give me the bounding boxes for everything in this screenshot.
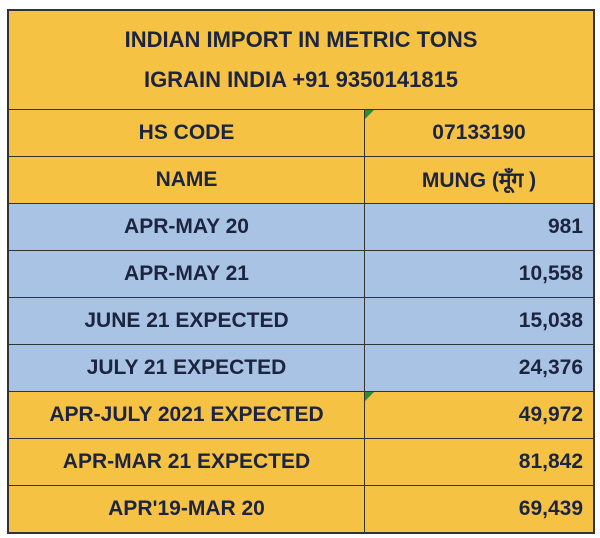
header-text: 07133190: [432, 121, 526, 144]
period: APR-MAY 21: [7, 250, 365, 298]
header-row: HS CODE 07133190: [7, 109, 595, 157]
data-row: APR-MAY 21 10,558: [7, 250, 595, 298]
data-row: JULY 21 EXPECTED 24,376: [7, 344, 595, 392]
title-row: INDIAN IMPORT IN METRIC TONS IGRAIN INDI…: [7, 9, 595, 110]
period: APR-MAR 21 EXPECTED: [7, 438, 365, 486]
quantity: 981: [364, 203, 595, 251]
header-value: MUNG (मूँग ): [364, 156, 595, 204]
quantity: 69,439: [364, 485, 595, 534]
data-row: APR-MAR 21 EXPECTED 81,842: [7, 438, 595, 486]
data-row: APR'19-MAR 20 69,439: [7, 485, 595, 534]
title-line: INDIAN IMPORT IN METRIC TONS: [124, 27, 478, 52]
period: APR'19-MAR 20: [7, 485, 365, 534]
quantity-text: 49,972: [518, 403, 583, 426]
title-cell: INDIAN IMPORT IN METRIC TONS IGRAIN INDI…: [7, 9, 595, 110]
import-table: INDIAN IMPORT IN METRIC TONS IGRAIN INDI…: [7, 9, 595, 534]
quantity: 49,972: [364, 391, 595, 439]
cell-flag: [365, 110, 374, 119]
data-row: APR-MAY 20 981: [7, 203, 595, 251]
title-line: IGRAIN INDIA +91 9350141815: [143, 67, 459, 92]
quantity: 10,558: [364, 250, 595, 298]
data-row: APR-JULY 2021 EXPECTED 49,972: [7, 391, 595, 439]
period: JUNE 21 EXPECTED: [7, 297, 365, 345]
data-row: JUNE 21 EXPECTED 15,038: [7, 297, 595, 345]
period: JULY 21 EXPECTED: [7, 344, 365, 392]
header-label: HS CODE: [7, 109, 365, 157]
period: APR-JULY 2021 EXPECTED: [7, 391, 365, 439]
cell-flag: [365, 392, 374, 401]
header-value: 07133190: [364, 109, 595, 157]
quantity: 15,038: [364, 297, 595, 345]
period: APR-MAY 20: [7, 203, 365, 251]
header-row: NAME MUNG (मूँग ): [7, 156, 595, 204]
quantity: 24,376: [364, 344, 595, 392]
quantity: 81,842: [364, 438, 595, 486]
header-label: NAME: [7, 156, 365, 204]
